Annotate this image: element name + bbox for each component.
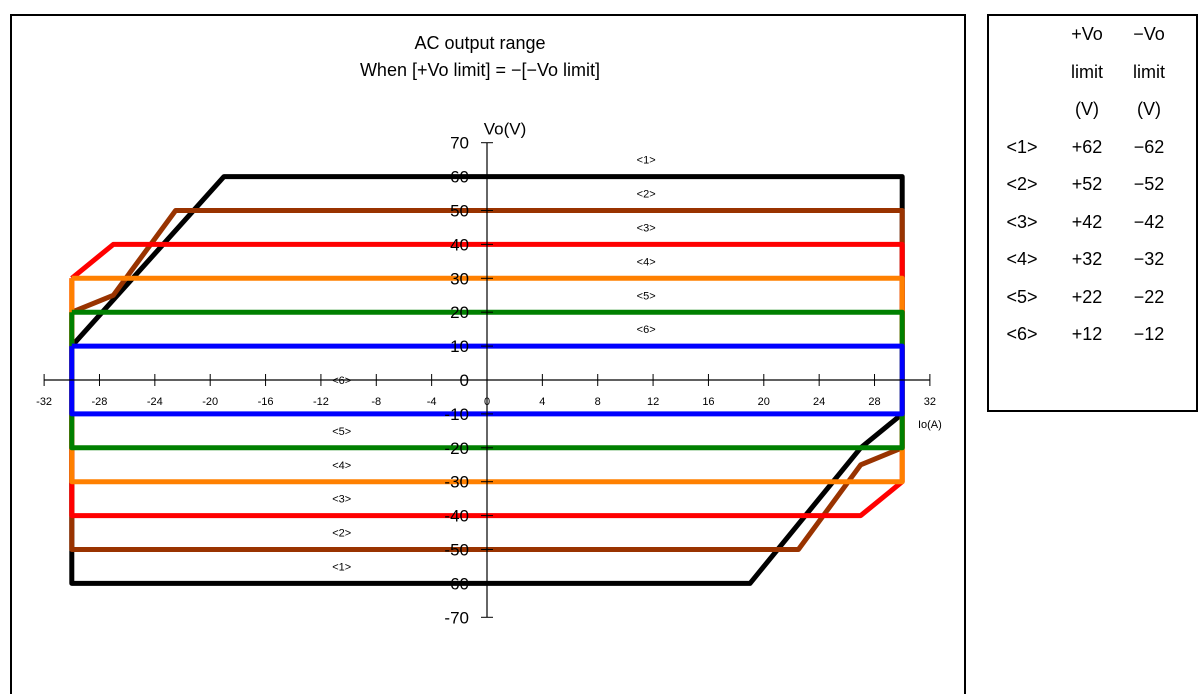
y-tick-label: -60 <box>444 574 469 593</box>
y-tick-label: 50 <box>450 202 469 221</box>
table-cell: +22 <box>1071 286 1103 307</box>
table-cell: +12 <box>1071 324 1103 344</box>
table-header-cell: limit <box>1071 61 1103 82</box>
x-tick-label: 28 <box>868 396 880 408</box>
x-tick-label: 0 <box>484 396 490 408</box>
series-annotation: <2> <box>637 189 656 201</box>
y-tick-label: 20 <box>450 303 469 322</box>
chart-frame <box>10 14 966 694</box>
table-cell: <1> <box>1006 136 1038 157</box>
series-annotation: <2> <box>332 528 351 540</box>
table-cell: +42 <box>1071 211 1103 232</box>
table-cell: +32 <box>1071 249 1103 269</box>
x-tick-label: -12 <box>313 396 329 408</box>
table-cell: <3> <box>1006 211 1038 232</box>
series-annotation: <4> <box>332 460 351 472</box>
x-tick-label: 20 <box>758 396 770 408</box>
y-tick-label: 40 <box>450 235 469 254</box>
table-header-cell: (V) <box>1075 99 1099 119</box>
table-header-cell: limit <box>1133 61 1165 82</box>
chart-title: AC output range <box>414 33 546 53</box>
table-cell: −52 <box>1133 174 1165 194</box>
table-cell: <5> <box>1006 286 1038 307</box>
y-tick-label: 0 <box>460 371 469 390</box>
y-tick-label: 70 <box>450 134 469 153</box>
x-tick-label: -16 <box>258 396 274 408</box>
limit-table: +Vo −Vo limit limit (V) (V) <1> +62 −62 <2> +52 −52… <box>987 14 1198 412</box>
series-line-6 <box>69 343 905 417</box>
series-annotation: <5> <box>637 290 656 302</box>
y-axis-label: Vo(V) <box>484 120 527 139</box>
series-line-1 <box>69 174 905 586</box>
x-tick-label: 32 <box>924 396 936 408</box>
x-tick-label: -32 <box>36 396 52 408</box>
chart-title-block: AC output range When [+Vo limit] = −[−Vo… <box>230 30 730 84</box>
chart-subtitle: When [+Vo limit] = −[−Vo limit] <box>359 60 601 80</box>
table-header-cell: +Vo <box>1071 24 1103 44</box>
y-tick-label: -70 <box>444 608 469 627</box>
y-tick-label: -40 <box>444 507 469 526</box>
table-cell: +62 <box>1071 136 1103 157</box>
x-axis-label: Io(A) <box>918 419 942 431</box>
x-tick-label: 24 <box>813 396 825 408</box>
table-cell: <6> <box>1006 324 1038 344</box>
series-annotation: <6> <box>332 375 351 387</box>
table-header-cell: (V) <box>1137 99 1161 119</box>
table-header-cell: −Vo <box>1133 24 1165 44</box>
series-annotation: <1> <box>637 155 656 167</box>
y-tick-label: 10 <box>450 337 469 356</box>
table-cell: −22 <box>1133 286 1165 307</box>
x-tick-label: -4 <box>427 396 437 408</box>
y-tick-label: -50 <box>444 541 469 560</box>
series-annotation: <1> <box>332 561 351 573</box>
x-tick-label: -28 <box>92 396 108 408</box>
table-cell: −12 <box>1133 324 1165 344</box>
table-cell: −62 <box>1133 136 1165 157</box>
series-annotation: <4> <box>637 256 656 268</box>
y-tick-label: -20 <box>444 439 469 458</box>
x-tick-label: 16 <box>702 396 714 408</box>
table-cell: <4> <box>1006 249 1038 269</box>
x-tick-label: -20 <box>202 396 218 408</box>
x-tick-label: -24 <box>147 396 163 408</box>
series-annotation: <3> <box>637 222 656 234</box>
x-tick-label: -8 <box>371 396 381 408</box>
series-annotation: <3> <box>332 494 351 506</box>
series-annotation: <6> <box>637 324 656 336</box>
y-tick-label: 30 <box>450 269 469 288</box>
y-tick-label: -10 <box>444 405 469 424</box>
x-tick-label: 8 <box>595 396 601 408</box>
chart-plot: -32 -28 -24 -20 -16 -12 -8 -4 0 4 8 12 16 20 24 28 32-70… <box>36 120 942 628</box>
x-tick-label: 12 <box>647 396 659 408</box>
table-cell: +52 <box>1071 174 1103 194</box>
y-tick-label: -30 <box>444 473 469 492</box>
table-cell: −42 <box>1133 211 1165 232</box>
table-cell: <2> <box>1006 174 1038 194</box>
y-tick-label: 60 <box>450 168 469 187</box>
x-tick-label: 4 <box>539 396 545 408</box>
table-cell: −32 <box>1133 249 1165 269</box>
series-annotation: <5> <box>332 426 351 438</box>
